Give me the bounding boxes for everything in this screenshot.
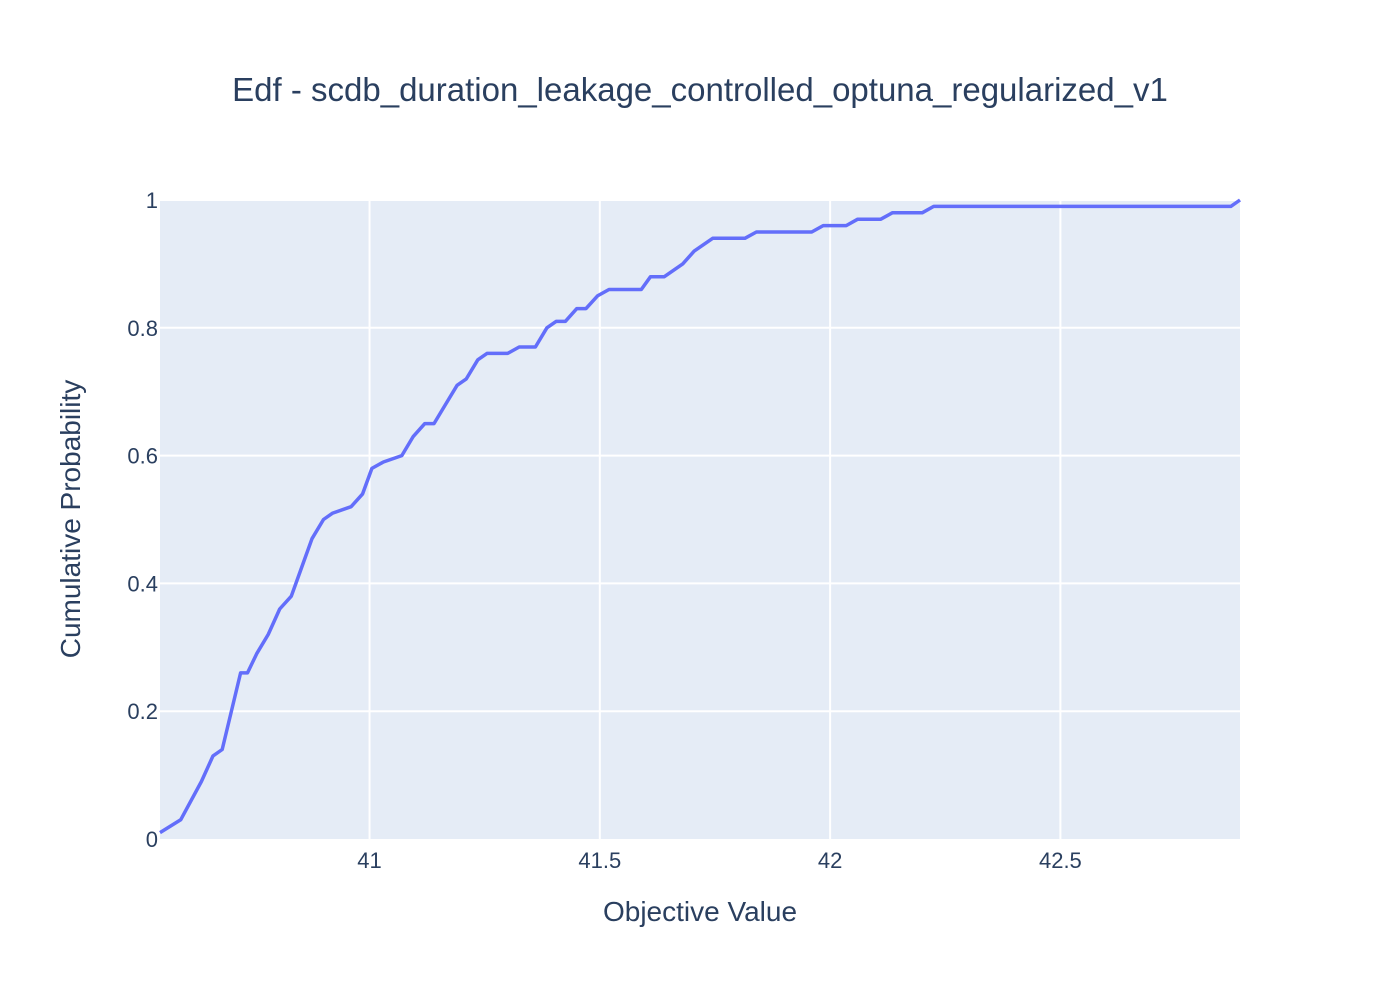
y-axis-ticks: 0 0.2 0.4 0.6 0.8 1 (127, 188, 158, 852)
x-tick-label: 42.5 (1039, 848, 1082, 873)
y-tick-label: 1 (146, 188, 158, 213)
chart-title: Edf - scdb_duration_leakage_controlled_o… (232, 71, 1168, 108)
y-tick-label: 0.6 (127, 444, 158, 469)
x-axis-ticks: 41 41.5 42 42.5 (357, 848, 1081, 873)
x-tick-label: 42 (818, 848, 842, 873)
y-tick-label: 0.4 (127, 571, 158, 596)
x-tick-label: 41.5 (578, 848, 621, 873)
x-axis-title: Objective Value (603, 896, 797, 927)
y-tick-label: 0.2 (127, 699, 158, 724)
y-tick-label: 0 (146, 827, 158, 852)
series-line (159, 198, 1241, 835)
grid-lines (160, 199, 1240, 839)
x-tick-label: 41 (357, 848, 381, 873)
y-axis-title: Cumulative Probability (55, 380, 86, 659)
y-tick-label: 0.8 (127, 316, 158, 341)
